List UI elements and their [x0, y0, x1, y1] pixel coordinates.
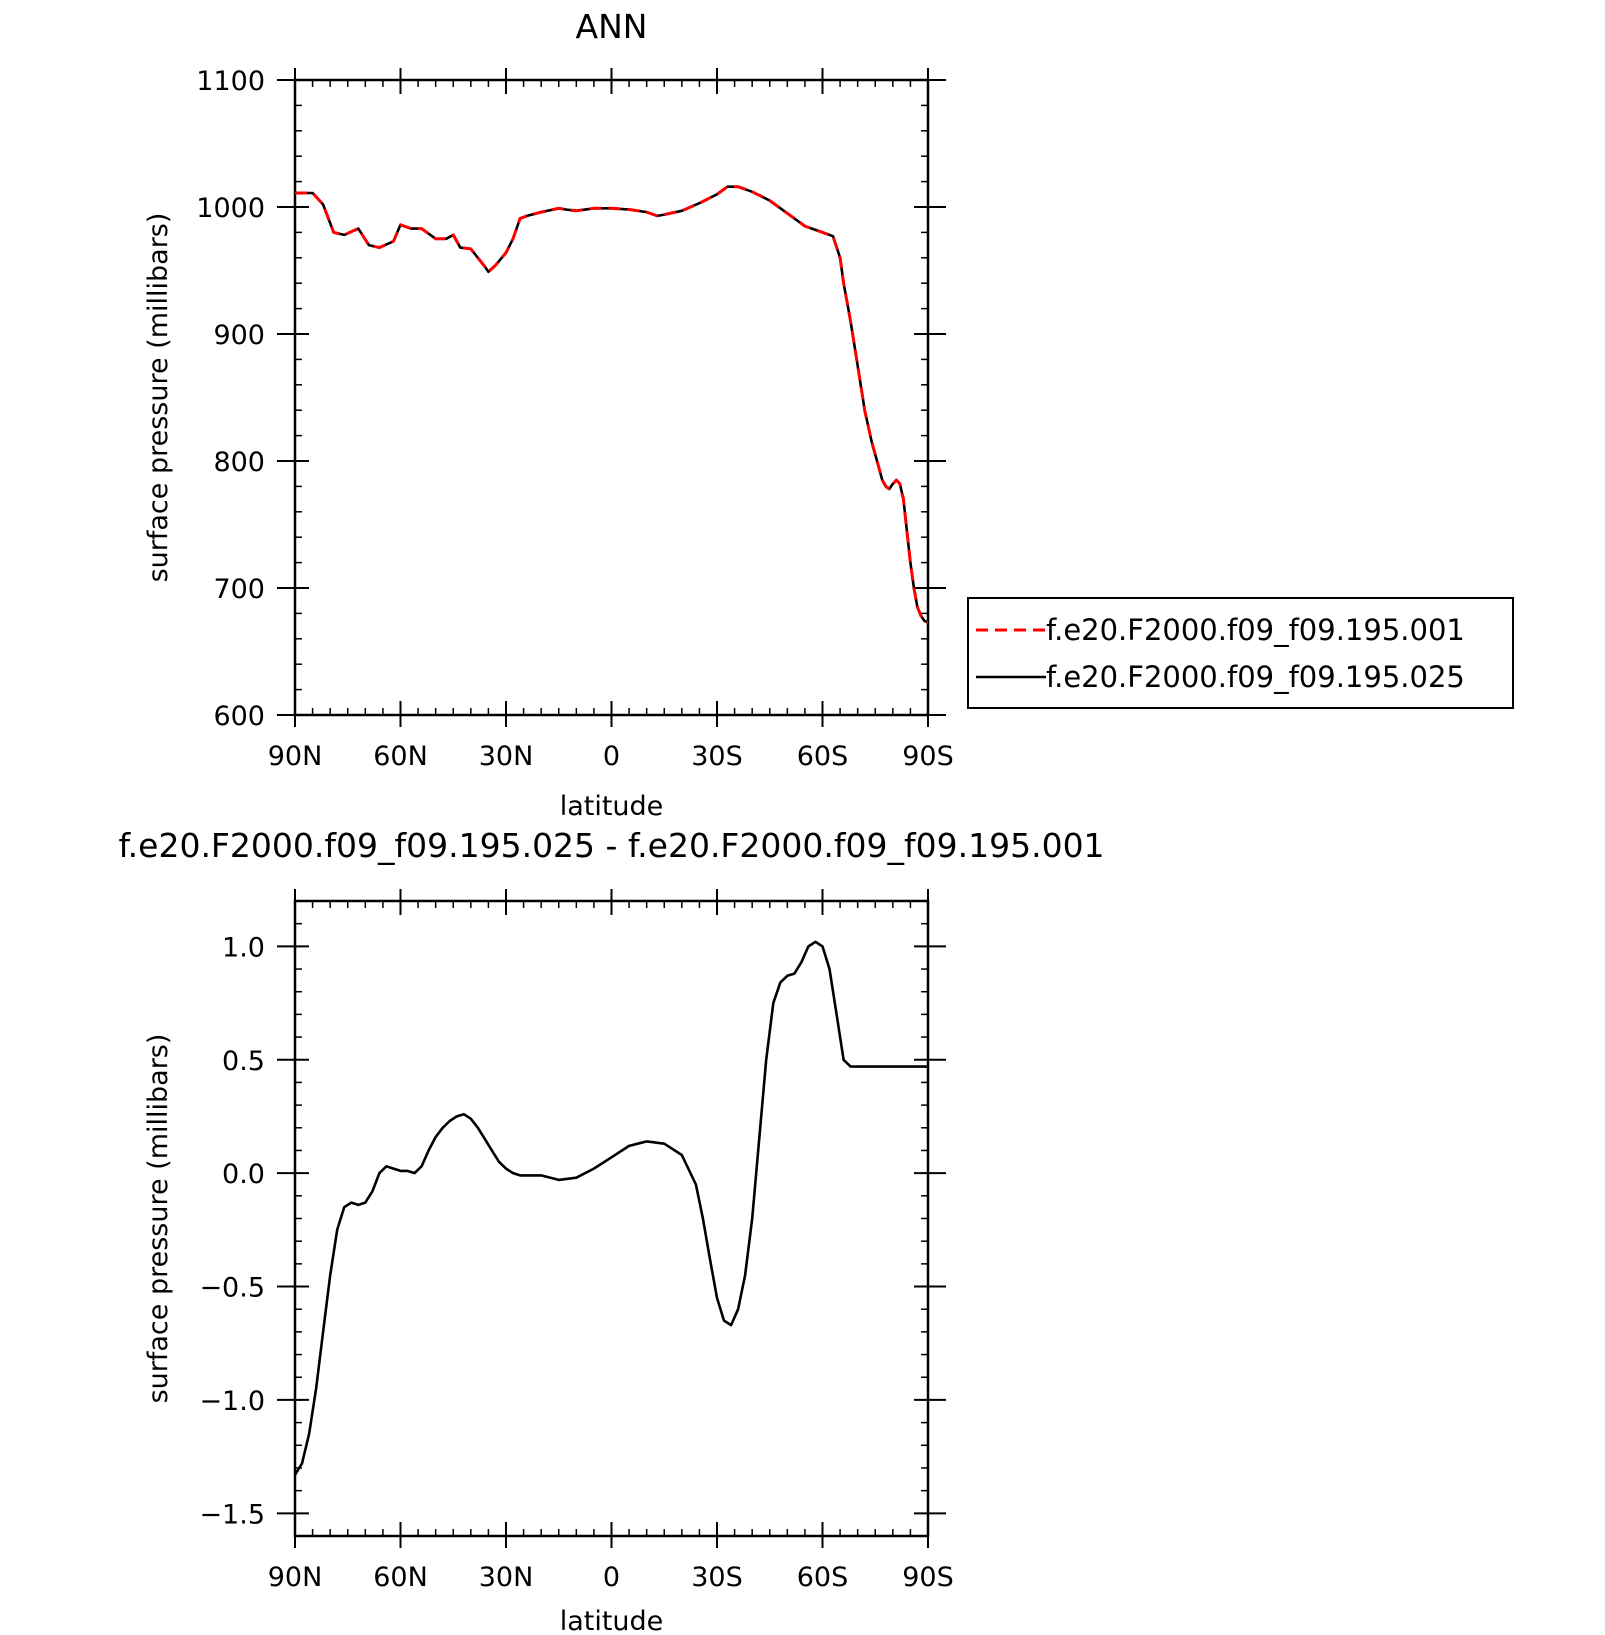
x-tick-label: 60S	[797, 1562, 849, 1593]
x-tick-label: 30N	[479, 1562, 534, 1593]
bottom-plot-panel: f.e20.F2000.f09_f09.195.025 - f.e20.F200…	[118, 826, 1104, 1635]
x-tick-label: 60N	[373, 1562, 428, 1593]
x-tick-label: 90N	[268, 741, 323, 772]
top-series-line-1	[295, 185, 928, 624]
x-tick-label: 0	[603, 1562, 620, 1593]
x-tick-label: 90S	[902, 741, 954, 772]
y-tick-label: 0.0	[222, 1159, 265, 1190]
legend-entry-0: f.e20.F2000.f09_f09.195.001	[1046, 613, 1465, 647]
legend-entry-1: f.e20.F2000.f09_f09.195.025	[1046, 660, 1465, 694]
top-plot-title: ANN	[576, 7, 648, 46]
x-tick-label: 30S	[691, 1562, 743, 1593]
x-tick-label: 90S	[902, 1562, 954, 1593]
top-plot-frame	[293, 78, 930, 717]
y-tick-label: 600	[213, 701, 265, 732]
y-tick-label: 900	[213, 320, 265, 351]
bottom-plot-title: f.e20.F2000.f09_f09.195.025 - f.e20.F200…	[118, 826, 1104, 865]
bottom-x-axis-title: latitude	[560, 1606, 664, 1635]
top-y-axis-title: surface pressure (millibars)	[143, 213, 174, 583]
x-tick-label: 90N	[268, 1562, 323, 1593]
x-tick-label: 30S	[691, 741, 743, 772]
x-tick-label: 60N	[373, 741, 428, 772]
y-tick-label: −1.5	[199, 1499, 265, 1530]
y-tick-label: 700	[213, 574, 265, 605]
y-tick-label: 1100	[196, 66, 265, 97]
y-tick-label: 1000	[196, 193, 265, 224]
top-series-line-0	[295, 185, 928, 624]
bottom-series-line-0	[295, 940, 928, 1476]
legend: f.e20.F2000.f09_f09.195.001 f.e20.F2000.f…	[967, 597, 1514, 709]
y-tick-label: −1.0	[199, 1386, 265, 1417]
y-tick-label: 1.0	[222, 932, 265, 963]
y-tick-label: 800	[213, 447, 265, 478]
bottom-y-axis-title: surface pressure (millibars)	[143, 1034, 174, 1404]
x-tick-label: 30N	[479, 741, 534, 772]
y-tick-label: 0.5	[222, 1046, 265, 1077]
top-plot-panel: ANN 90N 60N 30N 0 30S 60S 90S 600 700 800 900 1000 11…	[143, 7, 954, 822]
x-tick-label: 0	[603, 741, 620, 772]
y-tick-label: −0.5	[199, 1273, 265, 1304]
top-x-axis-title: latitude	[560, 791, 664, 822]
legend-box	[967, 597, 1514, 709]
x-tick-label: 60S	[797, 741, 849, 772]
